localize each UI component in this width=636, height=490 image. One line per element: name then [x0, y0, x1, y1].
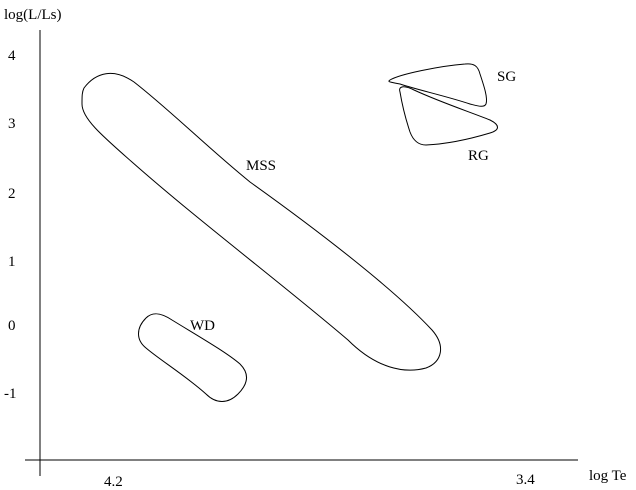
rg-label: RG [468, 148, 489, 164]
y-tick-label: 3 [8, 116, 16, 132]
x-tick-label: 3.4 [516, 472, 535, 488]
main-sequence-region [81, 73, 441, 371]
y-tick-label: 0 [8, 318, 16, 334]
mss-label: MSS [246, 158, 276, 174]
y-tick-label: 4 [8, 48, 16, 64]
y-tick-label: 1 [8, 254, 16, 270]
red-giants-region [399, 86, 498, 146]
supergiants-region [388, 63, 487, 107]
white-dwarfs-region [138, 313, 247, 402]
y-tick-label: 2 [8, 186, 16, 202]
y-tick-label: -1 [4, 386, 17, 402]
x-tick-label: 4.2 [104, 474, 123, 490]
wd-label: WD [190, 318, 215, 334]
x-axis-label: log Te [589, 468, 627, 484]
y-axis-label: log(L/Ls) [4, 7, 62, 23]
sg-label: SG [497, 69, 516, 85]
